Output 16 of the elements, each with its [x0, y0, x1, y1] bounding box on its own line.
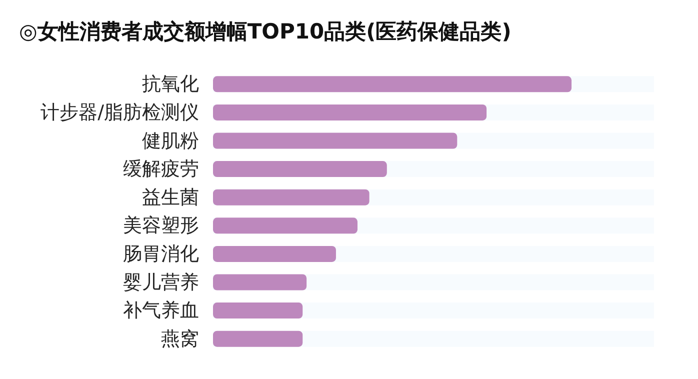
y-tick-label: 燕窝	[161, 328, 199, 350]
y-tick-label: 肠胃消化	[123, 242, 199, 265]
bar	[213, 274, 307, 290]
bar	[213, 302, 303, 319]
y-tick-label: 抗氧化	[142, 73, 199, 96]
bar	[213, 246, 336, 262]
y-tick-label: 益生菌	[142, 186, 199, 208]
y-tick-label: 计步器/脂肪检测仪	[40, 101, 199, 124]
y-tick-label: 美容塑形	[123, 214, 199, 237]
y-tick-label: 缓解疲劳	[123, 158, 199, 180]
bar	[213, 218, 358, 234]
chart-title: ◎女性消费者成交额增幅TOP10品类(医药保健品类)	[19, 20, 512, 44]
y-tick-label: 健肌粉	[142, 130, 199, 152]
y-tick-label: 婴儿营养	[123, 271, 199, 294]
y-tick-label: 补气养血	[123, 300, 199, 322]
bar	[213, 330, 303, 347]
